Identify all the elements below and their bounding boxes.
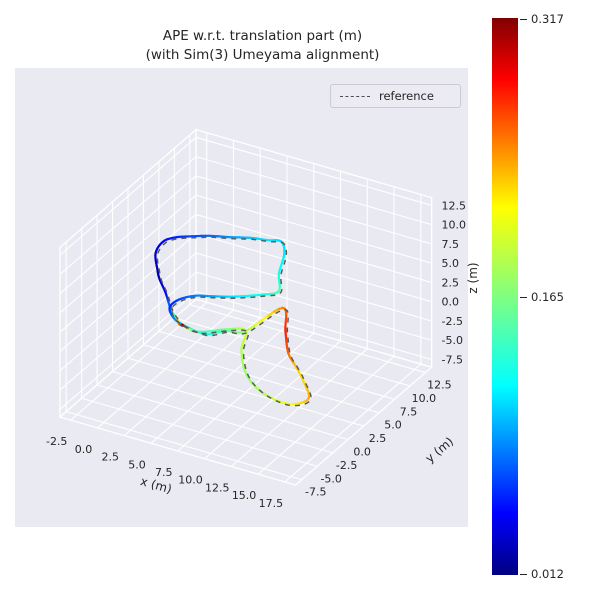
svg-text:-2.5: -2.5 (442, 315, 463, 328)
svg-text:5.0: 5.0 (128, 458, 146, 471)
z-axis-label: z (m) (466, 262, 480, 293)
colorbar-min-label: 0.012 (531, 567, 564, 581)
svg-text:12.5: 12.5 (442, 199, 467, 212)
grid-lines (59, 132, 432, 483)
svg-text:5.0: 5.0 (442, 257, 460, 270)
colorbar-max-label: 0.317 (531, 12, 564, 26)
colorbar-mid-label: 0.165 (531, 290, 564, 304)
chart-title-line1: APE w.r.t. translation part (m) (162, 28, 363, 44)
svg-text:5.0: 5.0 (384, 419, 402, 432)
svg-text:-2.5: -2.5 (46, 435, 67, 448)
svg-text:-5.0: -5.0 (442, 334, 463, 347)
svg-text:12.5: 12.5 (205, 481, 230, 494)
svg-text:-7.5: -7.5 (442, 354, 463, 367)
chart-title: APE w.r.t. translation part (m) (with Si… (0, 27, 525, 65)
svg-text:7.5: 7.5 (400, 405, 418, 418)
svg-text:12.5: 12.5 (427, 379, 452, 392)
svg-text:2.5: 2.5 (442, 276, 460, 289)
svg-text:10.0: 10.0 (178, 474, 203, 487)
colorbar-tick-mark (520, 573, 527, 575)
svg-text:10.0: 10.0 (442, 219, 467, 232)
svg-text:7.5: 7.5 (442, 238, 460, 251)
chart-title-line2: (with Sim(3) Umeyama alignment) (145, 47, 380, 63)
colorbar-tick-max: 0.317 (520, 12, 564, 26)
colorbar-tick-mid: 0.165 (520, 290, 564, 304)
svg-text:7.5: 7.5 (155, 466, 173, 479)
svg-text:-2.5: -2.5 (336, 459, 357, 472)
legend-label: reference (379, 89, 434, 103)
colorbar-tick-mark (520, 18, 527, 20)
legend: reference (330, 84, 461, 108)
svg-text:0.0: 0.0 (75, 443, 93, 456)
svg-text:-5.0: -5.0 (320, 472, 341, 485)
svg-text:-7.5: -7.5 (305, 486, 326, 499)
colorbar-tick-min: 0.012 (520, 567, 564, 581)
svg-text:2.5: 2.5 (369, 432, 387, 445)
colorbar (492, 18, 518, 575)
reference-line-sample-icon (340, 95, 370, 97)
svg-text:10.0: 10.0 (412, 392, 437, 405)
colorbar-tick-mark (520, 296, 527, 298)
svg-text:0.0: 0.0 (442, 296, 460, 309)
svg-text:0.0: 0.0 (353, 445, 371, 458)
tick-labels: -2.50.02.55.07.510.012.515.017.5-7.5-5.0… (46, 199, 466, 510)
svg-text:2.5: 2.5 (101, 451, 119, 464)
svg-text:15.0: 15.0 (232, 489, 257, 502)
svg-text:17.5: 17.5 (259, 497, 284, 510)
